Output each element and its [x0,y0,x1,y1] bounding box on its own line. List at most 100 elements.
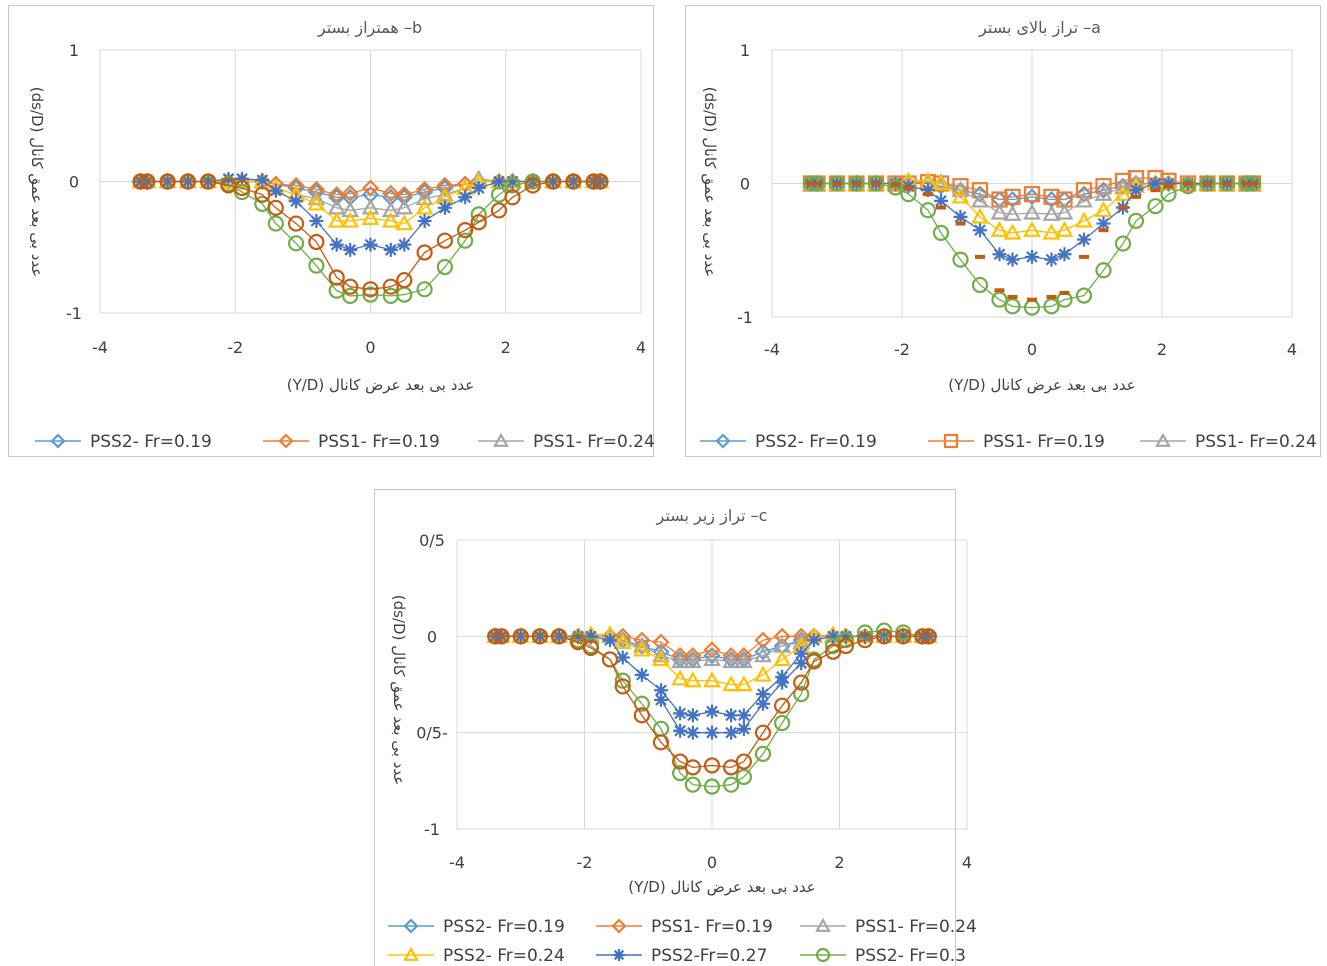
legend-label: PSS2- Fr=0.19 [90,432,212,452]
data-point [416,244,433,261]
data-point [613,632,632,649]
data-point [754,665,772,682]
data-point [504,189,521,206]
data-point [792,627,810,645]
legend-label: PSS2- Fr=0.19 [443,917,565,937]
data-point [723,776,740,793]
data-point [395,214,414,231]
data-point [289,194,304,209]
data-point [1094,181,1113,199]
data-point [807,633,821,648]
x-axis-label: عدد بی بعد عرض کانال (Y/D) [287,376,475,394]
x-tick-label: 2 [1157,340,1167,359]
data-point [1095,262,1112,279]
data-point [703,778,721,795]
legend-label: PSS1- Fr=0.19 [983,432,1105,452]
legend-marker [611,918,627,934]
data-point [793,686,810,703]
data-point [973,223,987,238]
legend-marker [815,947,831,963]
data-point [601,651,619,668]
data-point [685,708,700,723]
data-point [309,213,324,228]
data-point [672,765,689,782]
data-point [895,628,912,645]
data-point [582,639,599,656]
data-point [671,669,689,686]
data-point [1075,287,1093,304]
data-point [1161,176,1176,191]
data-point [219,172,238,189]
y-tick-label: 1 [740,41,750,60]
x-tick-label: 2 [834,853,844,872]
data-point [614,678,631,695]
data-point [233,179,251,197]
data-point [754,643,772,661]
data-point [736,721,751,736]
y-tick-label: 0 [740,175,750,194]
data-point [614,627,632,645]
x-tick-label: -4 [92,338,108,357]
data-point [132,173,149,190]
data-point [1114,178,1132,195]
data-point [417,213,432,228]
data-point [684,652,702,669]
legend-item: PSS2- Fr=0.19 [388,917,565,937]
data-point [673,706,688,721]
y-tick-label: 0 [427,627,437,646]
data-point [1055,220,1074,237]
data-point [837,632,854,649]
data-point [550,628,568,645]
data-point [361,209,380,226]
x-tick-label: 2 [501,338,511,357]
data-point [932,174,950,191]
data-point [756,696,770,711]
data-point [634,667,649,682]
data-point [671,647,689,665]
data-point [470,206,487,223]
data-point [805,653,823,670]
y-tick-label: -1 [66,304,82,323]
x-tick-label: 0 [707,853,717,872]
data-point [437,200,452,215]
data-point [531,628,548,645]
chart-title: b– همتراز بستر [317,18,422,38]
data-point [775,675,790,690]
data-point [512,628,529,645]
data-point [735,652,753,669]
legend-label: PSS1- Fr=0.24 [533,432,655,452]
data-point [654,683,668,698]
data-point [992,247,1007,262]
data-point [1023,203,1041,220]
data-point [756,687,770,702]
data-point [920,628,937,645]
x-axis-label: عدد بی بعد عرض کانال (Y/D) [628,878,816,896]
legend-marker [715,433,731,449]
y-axis-label: عدد بی بعد عمق کانال (ds/D) [28,87,46,277]
data-point [633,636,651,653]
y-tick-label: 0/5 [419,531,445,550]
data-point [1095,178,1112,195]
data-point [1005,252,1020,267]
data-point [1042,223,1061,240]
data-point [1055,203,1074,220]
data-point [381,211,400,228]
data-point [1004,188,1021,205]
data-point [1094,184,1113,201]
data-point [343,242,358,257]
data-point [856,624,874,641]
data-point [1025,249,1039,264]
data-point [328,269,345,286]
data-point [328,188,346,206]
data-point [603,633,617,648]
legend-item: PSS1- Fr=0.19 [263,432,440,452]
data-point [735,768,752,786]
data-point [1042,204,1061,221]
data-point [971,182,989,199]
data-point [735,647,753,665]
data-point [705,704,719,719]
data-point [1218,175,1236,192]
x-tick-label: 0 [1027,340,1037,359]
y-tick-label: -1 [737,308,753,327]
legend-marker [50,433,66,449]
